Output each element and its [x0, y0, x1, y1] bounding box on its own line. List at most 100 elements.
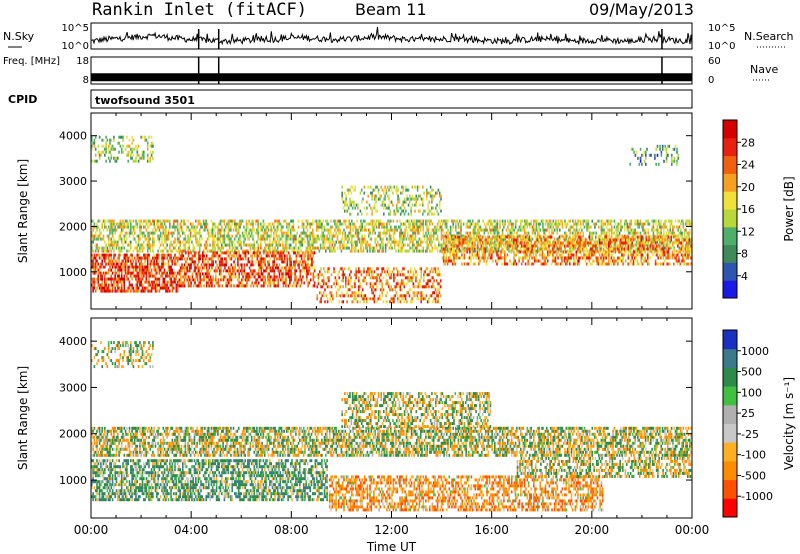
power-cell: [361, 240, 363, 244]
power-cell: [300, 254, 303, 258]
power-cell: [231, 234, 233, 238]
power-cell: [316, 294, 318, 298]
power-cell: [123, 283, 126, 287]
power-cell: [678, 225, 681, 229]
power-cell: [263, 237, 266, 241]
power-cell: [442, 222, 444, 226]
power-cell: [325, 237, 327, 241]
power-cell: [388, 240, 391, 244]
power-cell: [616, 234, 618, 238]
power-cell: [535, 253, 537, 257]
power-cell: [412, 222, 414, 226]
power-cell: [169, 219, 171, 223]
power-cell: [277, 284, 279, 288]
power-cell: [371, 267, 373, 271]
power-cell: [608, 228, 610, 232]
power-cell: [392, 228, 395, 232]
power-cell: [98, 237, 101, 241]
power-cell: [390, 246, 392, 250]
power-cell: [275, 249, 278, 253]
power-cell: [144, 271, 146, 275]
power-cell: [141, 265, 144, 269]
power-cell: [111, 231, 114, 235]
power-cell: [510, 222, 513, 226]
power-cell: [231, 243, 233, 247]
power-cell: [188, 240, 191, 244]
power-cell: [642, 237, 644, 241]
power-cell: [426, 282, 429, 286]
power-cell: [415, 276, 417, 280]
power-cell: [330, 300, 333, 304]
power-cell: [431, 234, 434, 238]
power-cell: [228, 240, 231, 244]
power-cell: [117, 240, 119, 244]
power-cell: [399, 300, 402, 304]
power-cell: [106, 289, 109, 293]
power-cell: [244, 228, 246, 232]
power-cell: [235, 275, 238, 279]
power-cell: [172, 225, 175, 229]
power-cell: [132, 259, 135, 263]
power-cell: [283, 246, 285, 250]
power-cell: [169, 246, 171, 250]
power-cell: [287, 231, 289, 235]
power-cell: [548, 225, 551, 229]
power-cell: [150, 259, 153, 263]
power-cell: [274, 240, 276, 244]
power-cell: [613, 240, 616, 244]
power-cell: [113, 243, 115, 247]
power-cell: [242, 275, 244, 279]
power-cell: [284, 234, 287, 238]
power-cell: [286, 222, 288, 226]
power-cell: [575, 231, 578, 235]
power-cell: [466, 231, 469, 235]
power-cell: [315, 228, 318, 232]
power-cell: [192, 249, 194, 253]
power-cell: [140, 225, 142, 229]
power-cell: [324, 270, 326, 274]
power-cell: [360, 222, 362, 226]
power-cell: [98, 234, 101, 238]
power-cell: [132, 268, 135, 272]
power-cell: [312, 228, 314, 232]
power-cell: [429, 270, 432, 274]
power-cell: [276, 219, 279, 223]
power-cell: [591, 237, 594, 241]
power-cell: [412, 231, 414, 235]
power-cell: [548, 219, 551, 223]
power-cell: [640, 222, 643, 226]
power-cell: [166, 271, 168, 275]
power-cell: [229, 269, 231, 273]
power-cell: [292, 240, 295, 244]
power-cell: [139, 283, 141, 287]
power-cell: [453, 259, 455, 263]
power-cell: [145, 219, 148, 223]
power-cell: [128, 231, 131, 235]
noise-ytick-top-right: 10^5: [708, 23, 735, 34]
power-cell: [314, 246, 317, 250]
power-cell: [599, 243, 601, 247]
power-cell: [536, 244, 539, 248]
power-cell: [197, 222, 200, 226]
freq-ytick-top-right: 60: [708, 56, 721, 67]
power-cell: [484, 228, 487, 232]
power-cell: [110, 256, 113, 260]
power-cell: [221, 228, 223, 232]
power-cell: [419, 285, 421, 289]
power-cell: [163, 253, 166, 257]
power-cell: [433, 279, 435, 283]
power-cell: [577, 219, 579, 223]
power-cell: [167, 286, 170, 290]
power-cell: [358, 288, 360, 292]
power-cell: [169, 222, 171, 226]
power-cell: [293, 228, 296, 232]
power-cell: [520, 238, 523, 242]
power-cell: [386, 279, 389, 283]
power-cell: [252, 243, 254, 247]
power-cell: [238, 278, 240, 282]
power-cell: [499, 222, 501, 226]
power-cell: [380, 249, 383, 253]
power-cell: [270, 231, 272, 235]
power-cell: [135, 262, 137, 266]
power-cell: [342, 285, 344, 289]
